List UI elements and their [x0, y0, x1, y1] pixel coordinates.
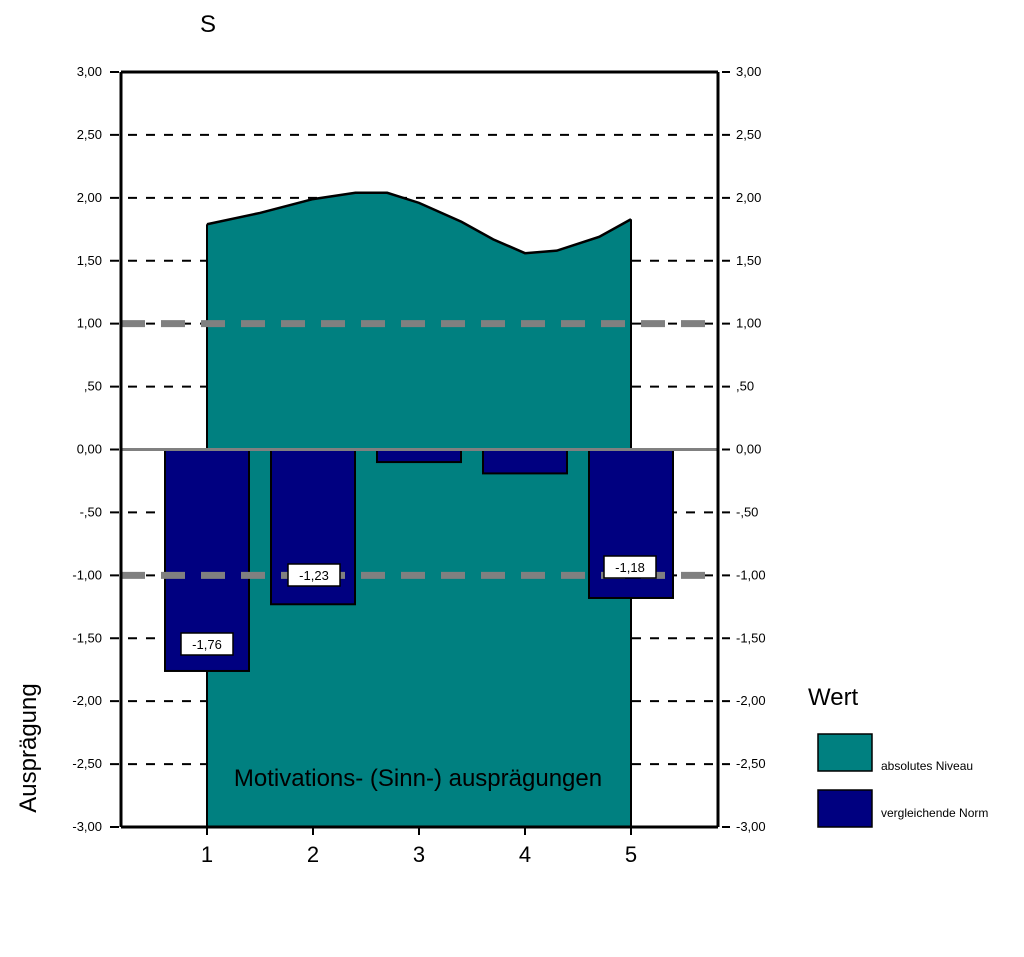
y-tick-label-left: 2,50 — [77, 127, 102, 142]
y-tick-label-left: 1,00 — [77, 316, 102, 331]
x-tick-label: 5 — [625, 842, 637, 867]
y-tick-label-right: 0,00 — [736, 442, 761, 457]
chart-title: S — [200, 11, 216, 38]
y-tick-label-right: -2,50 — [736, 756, 766, 771]
data-label: -1,18 — [603, 555, 657, 579]
y-tick-label-left: 3,00 — [77, 64, 102, 79]
y-tick-label-left: -,50 — [80, 504, 102, 519]
y-tick-label-left: 0,00 — [77, 442, 102, 457]
y-tick-label-right: -1,50 — [736, 630, 766, 645]
bar-vergleichende-norm — [376, 448, 462, 464]
y-tick-label-right: 1,00 — [736, 316, 761, 331]
legend-label-vergleichende-norm: vergleichende Norm — [881, 806, 988, 820]
y-tick-label-right: -1,00 — [736, 567, 766, 582]
y-tick-label-left: 2,00 — [77, 190, 102, 205]
data-label: -1,76 — [180, 632, 234, 656]
area-fill-absolutes-niveau — [207, 192, 631, 828]
y-tick-label-left: -2,00 — [72, 693, 102, 708]
legend-item-absolutes-niveau: absolutes Niveau — [817, 733, 973, 773]
data-label-box — [287, 563, 341, 587]
bar-vergleichende-norm — [482, 448, 568, 475]
area-line-absolutes-niveau — [206, 191, 632, 255]
y-tick-label-right: 3,00 — [736, 64, 761, 79]
data-label-text: -1,18 — [615, 560, 645, 575]
data-label-box — [180, 632, 234, 656]
data-label-text: -1,76 — [192, 637, 222, 652]
y-tick-label-right: -,50 — [736, 504, 758, 519]
y-tick-label-right: -2,00 — [736, 693, 766, 708]
y-axis-title: Ausprägung — [15, 683, 42, 812]
legend-swatch-vergleichende-norm — [817, 789, 873, 828]
data-label-box — [603, 555, 657, 579]
data-label-text: -1,23 — [299, 568, 329, 583]
x-tick-label: 2 — [307, 842, 319, 867]
y-tick-label-left: -2,50 — [72, 756, 102, 771]
axis-layer: 3,00 3,002,50 2,502,00 2,001,50 1,501,00 1,00… — [72, 64, 765, 867]
y-tick-label-right: -3,00 — [736, 819, 766, 834]
x-axis-title: Motivations- (Sinn-) ausprägungen — [234, 765, 602, 792]
legend-label-absolutes-niveau: absolutes Niveau — [881, 759, 973, 773]
y-tick-label-right: ,50 — [736, 379, 754, 394]
legend-item-vergleichende-norm: vergleichende Norm — [817, 789, 988, 828]
y-tick-label-right: 2,00 — [736, 190, 761, 205]
y-tick-label-left: ,50 — [84, 379, 102, 394]
y-tick-label-left: -1,50 — [72, 630, 102, 645]
x-tick-label: 1 — [201, 842, 213, 867]
legend-swatch-absolutes-niveau — [817, 733, 873, 772]
x-tick-label: 3 — [413, 842, 425, 867]
data-labels: -1,76 -1,23 -1,18 — [180, 555, 657, 656]
legend-title: Wert — [808, 684, 859, 711]
legend: Wert absolutes Niveau vergleichende Norm — [808, 684, 988, 828]
y-tick-label-left: 1,50 — [77, 253, 102, 268]
y-tick-label-right: 1,50 — [736, 253, 761, 268]
x-tick-label: 4 — [519, 842, 531, 867]
y-tick-label-left: -1,00 — [72, 567, 102, 582]
y-tick-label-right: 2,50 — [736, 127, 761, 142]
data-label: -1,23 — [287, 563, 341, 587]
y-tick-label-left: -3,00 — [72, 819, 102, 834]
